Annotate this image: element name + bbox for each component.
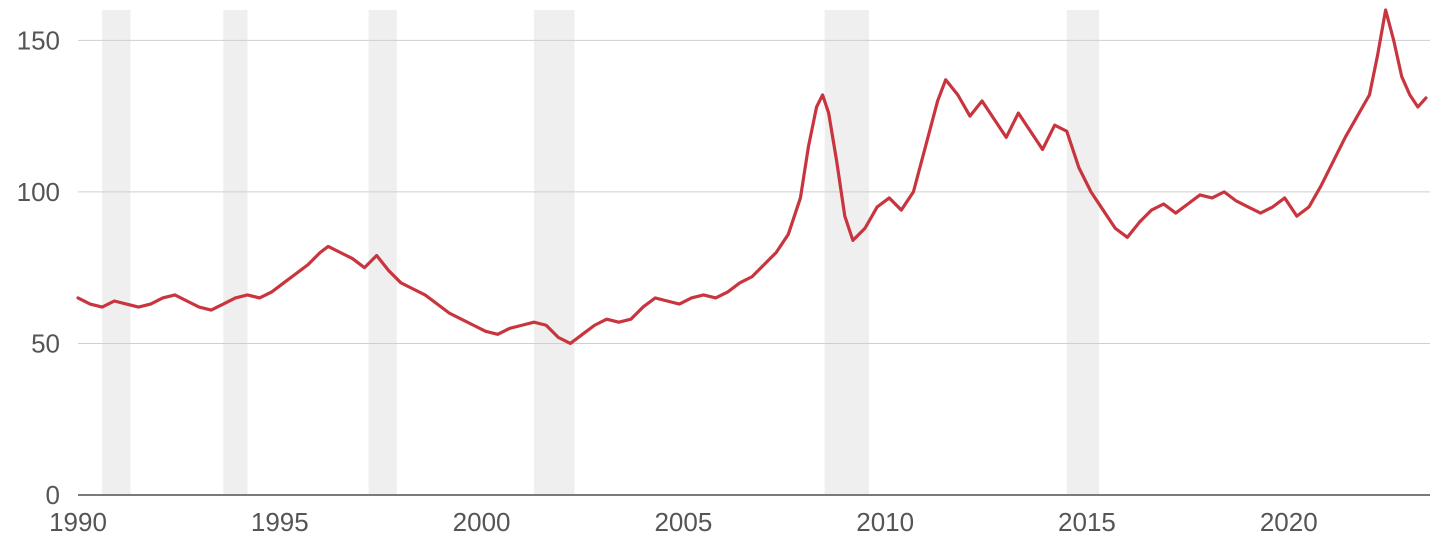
recession-band	[102, 10, 130, 495]
x-tick-label: 1995	[251, 507, 309, 537]
x-tick-label: 2015	[1058, 507, 1116, 537]
x-tick-label: 2010	[856, 507, 914, 537]
chart-svg: 0 50 100 150 1990 1995 2000 2005 2010 2015 2020	[0, 0, 1443, 547]
time-series-chart: 0 50 100 150 1990 1995 2000 2005 2010 2015 2020	[0, 0, 1443, 547]
y-tick-label: 50	[31, 328, 60, 358]
y-tick-label: 0	[46, 480, 60, 510]
x-tick-label: 1990	[49, 507, 107, 537]
y-tick-label: 150	[17, 25, 60, 55]
recession-band	[1067, 10, 1099, 495]
x-tick-label: 2000	[453, 507, 511, 537]
y-tick-label: 100	[17, 177, 60, 207]
recession-band	[369, 10, 397, 495]
recession-band	[534, 10, 574, 495]
recession-band	[223, 10, 247, 495]
x-tick-label: 2005	[654, 507, 712, 537]
recession-band	[825, 10, 869, 495]
x-tick-label: 2020	[1260, 507, 1318, 537]
